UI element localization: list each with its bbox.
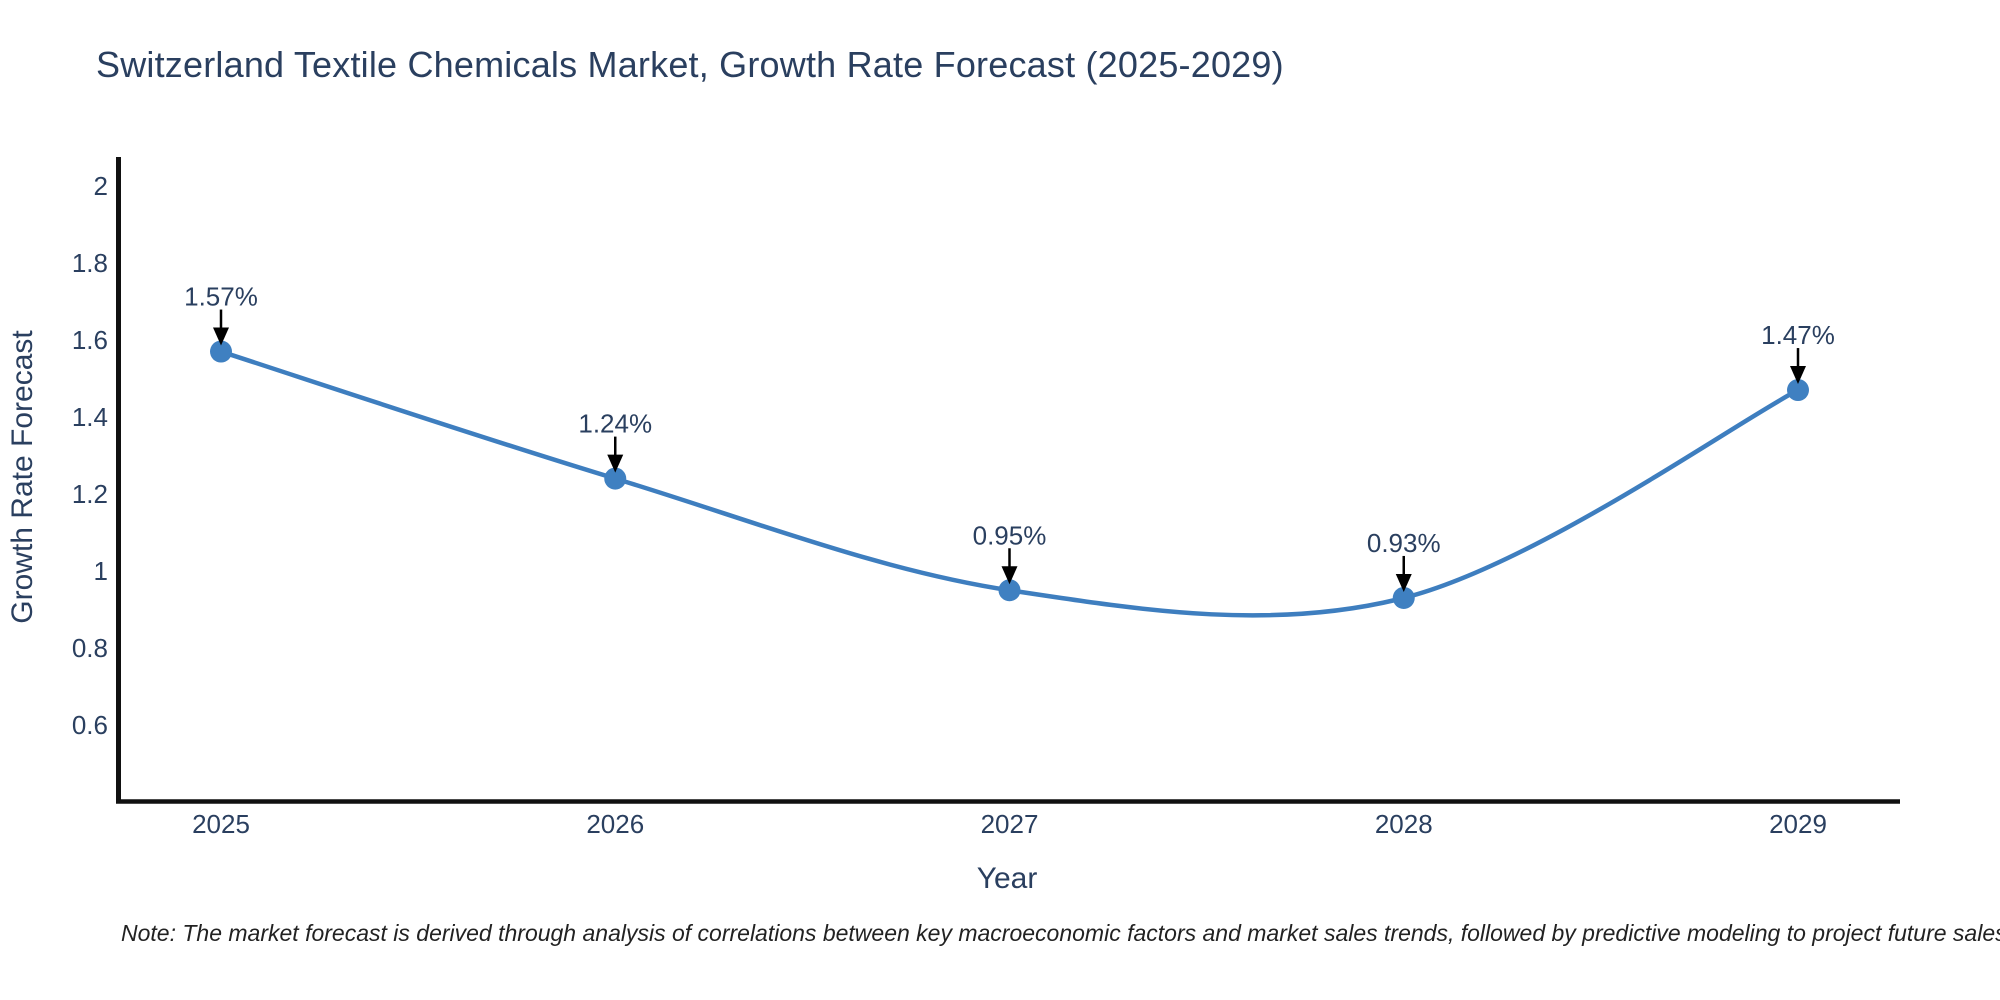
data-point-marker — [1392, 586, 1415, 609]
annotation-arrowhead — [1790, 366, 1806, 385]
x-axis-title: Year — [977, 862, 1038, 895]
footnote: Note: The market forecast is derived thr… — [121, 920, 2000, 946]
annotation-arrowhead — [1395, 573, 1412, 592]
y-tick-label: 1.6 — [72, 325, 108, 355]
annotation-label: 1.47% — [1761, 320, 1835, 350]
series-growth-rate — [210, 340, 1809, 618]
point-annotations: 1.57% 1.24% 0.95% 0.93% 1.47% — [184, 282, 1835, 592]
x-tick-label: 2025 — [192, 809, 250, 839]
data-point-marker — [1787, 379, 1809, 402]
y-tick-label: 1.4 — [72, 402, 108, 432]
data-point-marker — [998, 579, 1021, 602]
x-tick-label: 2029 — [1769, 809, 1827, 839]
annotation-label: 0.95% — [973, 520, 1047, 550]
annotation-arrowhead — [1001, 566, 1018, 585]
x-tick-label: 2026 — [586, 809, 644, 839]
y-tick-label: 1.2 — [72, 479, 108, 509]
data-point-marker — [210, 340, 232, 363]
y-tick-label: 1 — [94, 556, 108, 586]
y-axis-title: Growth Rate Forecast — [6, 330, 39, 624]
annotation-label: 1.57% — [184, 282, 258, 312]
chart-title: Switzerland Textile Chemicals Market, Gr… — [96, 44, 1284, 85]
annotation-label: 1.24% — [578, 409, 652, 439]
y-tick-label: 0.8 — [72, 633, 108, 663]
y-tick-label: 2 — [94, 171, 108, 201]
y-tick-label: 0.6 — [72, 710, 108, 740]
y-tick-label: 1.8 — [72, 248, 108, 278]
data-point-marker — [604, 467, 627, 490]
annotation-arrowhead — [213, 327, 229, 346]
axis-ticks: 2 1.8 1.6 1.4 1.2 1 0.8 0.6 2025 2026 2027 2028 2029 — [72, 171, 1827, 839]
x-tick-label: 2027 — [981, 809, 1039, 839]
annotation-arrowhead — [607, 454, 624, 473]
annotation-label: 0.93% — [1367, 528, 1441, 558]
x-tick-label: 2028 — [1375, 809, 1433, 839]
axes — [116, 157, 1900, 804]
